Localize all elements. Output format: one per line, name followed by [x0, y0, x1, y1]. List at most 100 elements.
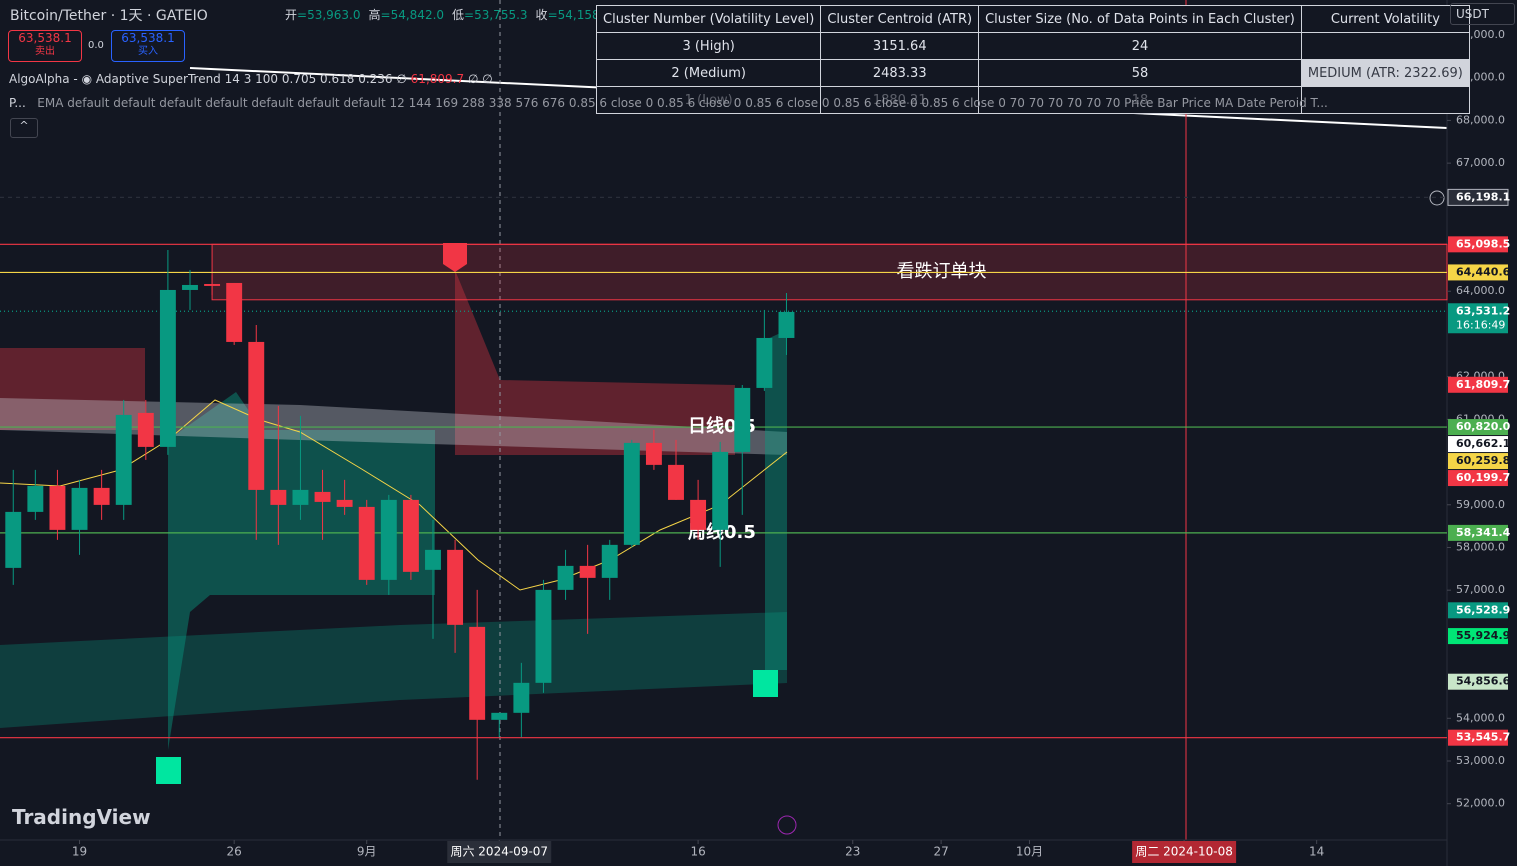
price-box: [1448, 236, 1508, 253]
candle-body: [182, 284, 198, 290]
price-box-label: 58,341.4: [1456, 526, 1511, 539]
header-cell: Cluster Size (No. of Data Points in Each…: [978, 5, 1302, 33]
spread: 0.0: [88, 40, 104, 51]
candle-body: [778, 311, 795, 338]
candle-body: [5, 511, 22, 568]
price-box: [1448, 729, 1508, 746]
buy-signal: [156, 757, 181, 784]
candle-body: [71, 487, 88, 530]
price-box-label: 60,820.0: [1456, 420, 1511, 433]
price-box: [1448, 264, 1508, 281]
candle-body: [557, 565, 574, 590]
cell: [1300, 86, 1470, 114]
price-box-label: 54,856.6: [1456, 675, 1511, 688]
brand: TradingView: [12, 805, 151, 829]
symbol: Bitcoin/Tether · 1天 · GATEIO: [10, 8, 208, 24]
candle-body: [469, 626, 486, 720]
candle-body: [535, 589, 552, 683]
price: 63,538.1: [121, 31, 175, 45]
y-tick-label: 68,000.0: [1456, 113, 1505, 126]
buy-button[interactable]: 63,538.1 买入: [111, 30, 185, 62]
candle-body: [601, 544, 618, 578]
cell: 1880.21: [820, 86, 980, 114]
price-box: [1448, 470, 1508, 487]
y-tick-label: 64,000.0: [1456, 284, 1505, 297]
sell-button[interactable]: 63,538.1 卖出: [8, 30, 82, 62]
value: ∅ ∅: [467, 72, 493, 86]
x-tick-label: 27: [933, 845, 948, 859]
cell: [1300, 32, 1470, 60]
candle-body: [513, 682, 530, 713]
cell: 58: [978, 59, 1302, 87]
x-tick-label: 19: [72, 845, 87, 859]
candle-body: [314, 491, 331, 502]
y-tick-label: 59,000.0: [1456, 498, 1505, 511]
candle-body: [93, 487, 110, 505]
candle-body: [447, 549, 464, 625]
ohlc-value: =53,755.3: [464, 8, 528, 22]
x-tick-label: 10月: [1016, 845, 1043, 859]
price-box-sub: 16:16:49: [1456, 318, 1505, 331]
candle-body: [402, 499, 419, 572]
currency-select[interactable]: USDT: [1450, 3, 1515, 25]
price-box: [1448, 303, 1508, 334]
cell: 18: [978, 86, 1302, 114]
candle-body: [159, 289, 176, 447]
candle-body: [491, 712, 508, 720]
zone-label: 看跌订单块: [897, 261, 987, 282]
header-cell: Cluster Centroid (ATR): [820, 5, 980, 33]
value: 61,809.7: [410, 72, 465, 86]
candle-body: [645, 442, 662, 465]
collapse-button[interactable]: ^: [10, 118, 38, 138]
y-tick-label: 57,000.0: [1456, 583, 1505, 596]
table-row: 1 (Low) 1880.21 18: [595, 86, 1470, 114]
ohlc-value: =53,963.0: [297, 8, 361, 22]
cell: 1 (Low): [595, 86, 822, 114]
x-tick-label: 9月: [357, 845, 377, 859]
cluster-table: Cluster Number (Volatility Level) Cluster…: [595, 5, 1470, 114]
y-tick-label: 58,000.0: [1456, 540, 1505, 553]
candle-body: [336, 499, 353, 507]
y-tick-label: 53,000.0: [1456, 754, 1505, 767]
price: 63,538.1: [18, 31, 72, 45]
price-box-label: 61,809.7: [1456, 378, 1510, 391]
cell: MEDIUM (ATR: 2322.69): [1300, 59, 1470, 87]
y-tick-label: 67,000.0: [1456, 156, 1505, 169]
x-tick-label: 周二 2024-10-08: [1135, 845, 1233, 859]
sell-signal: [443, 243, 467, 272]
price-box: [1448, 602, 1508, 619]
x-tick-label: 23: [845, 845, 860, 859]
candle-body: [270, 489, 287, 505]
value: ∅: [396, 72, 407, 86]
trend-fill: [455, 270, 735, 455]
candle-body: [49, 485, 66, 530]
ohlc-key: 开: [285, 8, 298, 22]
name: P...: [9, 96, 26, 110]
name: AlgoAlpha -: [9, 72, 78, 86]
buy-signal: [753, 670, 778, 697]
x-tick-bg: [1132, 841, 1237, 863]
trend-fill: [168, 392, 435, 750]
candle-body: [756, 337, 773, 388]
price-box: [1447, 188, 1509, 206]
cell: 24: [978, 32, 1302, 60]
candle-body: [137, 412, 154, 447]
params: EMA default default default default defa…: [37, 96, 1328, 110]
x-tick-label: 26: [227, 845, 242, 859]
ohlc-value: =54,158.2: [547, 8, 612, 22]
table-header: Cluster Number (Volatility Level) Cluster…: [595, 5, 1470, 33]
icon: [1429, 190, 1445, 206]
candle-body: [734, 387, 751, 452]
candle-body: [248, 341, 265, 490]
price-box: [1448, 628, 1508, 645]
x-tick-label: 周六 2024-09-07: [450, 845, 548, 859]
price-box-label: 66,198.1: [1456, 190, 1510, 203]
price-box-label: 60,199.7: [1456, 471, 1510, 484]
candle-body: [425, 549, 441, 570]
candle-body: [579, 565, 596, 578]
cell: 2 (Medium): [595, 59, 822, 87]
price-box: [1448, 673, 1508, 690]
price-box: [1448, 524, 1508, 541]
candle-body: [226, 282, 243, 342]
ohlc-key: 低: [452, 8, 465, 22]
